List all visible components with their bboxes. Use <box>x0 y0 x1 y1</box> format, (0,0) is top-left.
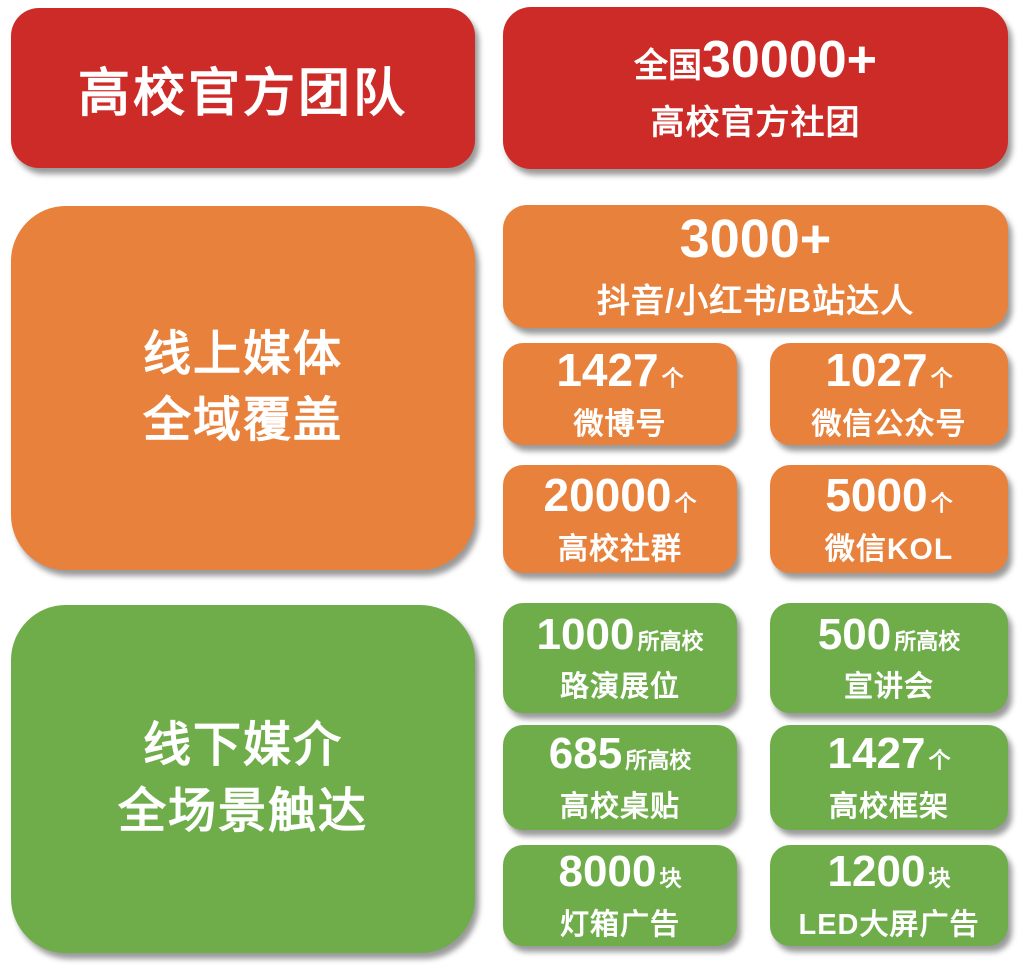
stat-label: 高校桌贴 <box>559 790 680 823</box>
stat-number: 1200 <box>827 847 926 897</box>
stat-unit: 个 <box>930 365 953 391</box>
stat-number: 1427 <box>556 343 659 396</box>
stat-number: 1000 <box>536 609 635 659</box>
stat-number-row: 20000 个 <box>544 470 697 521</box>
stat-unit: 个 <box>930 490 953 516</box>
card-national-clubs: 全国 30000+ 高校官方社团 <box>503 7 1008 169</box>
national-clubs-number-row: 全国 30000+ <box>634 32 877 89</box>
stat-number: 685 <box>548 729 623 779</box>
stat-number-row: 5000 个 <box>825 470 952 521</box>
stat-number-row: 1000 所高校 <box>536 609 704 659</box>
stat-label: 高校框架 <box>828 790 949 823</box>
card-douyin-xiaohongshu-bilibili: 3000+ 抖音/小红书/B站达人 <box>503 205 1008 328</box>
stat-label: 微信公众号 <box>811 408 967 442</box>
stat-unit: 个 <box>661 365 684 391</box>
stat-unit: 个 <box>928 748 951 774</box>
card-campus-frames: 1427 个 高校框架 <box>770 725 1008 830</box>
stat-number: 8000 <box>558 847 657 897</box>
stat-label: 微博号 <box>573 408 667 442</box>
stat-unit: 块 <box>928 866 951 892</box>
stat-number-row: 1200 块 <box>827 847 951 897</box>
stat-prefix: 全国 <box>634 47 703 86</box>
card-lightbox-ads: 8000 块 灯箱广告 <box>503 845 737 946</box>
offline-media-title: 线下媒介 全场景触达 <box>117 718 368 838</box>
card-university-communities: 20000 个 高校社群 <box>503 465 737 573</box>
stat-number-row: 8000 块 <box>558 847 682 897</box>
card-wechat-official-accounts: 1027 个 微信公众号 <box>770 343 1008 445</box>
card-online-media-title: 线上媒体 全域覆盖 <box>11 206 475 570</box>
stat-unit: 所高校 <box>625 748 692 774</box>
stat-number-row: 1027 个 <box>825 345 952 396</box>
card-wechat-kol: 5000 个 微信KOL <box>770 465 1008 573</box>
card-weibo-accounts: 1427 个 微博号 <box>503 343 737 445</box>
card-offline-media-title: 线下媒介 全场景触达 <box>11 605 475 953</box>
stat-number: 30000+ <box>702 31 877 90</box>
online-media-title: 线上媒体 全域覆盖 <box>142 327 343 447</box>
stat-label: 灯箱广告 <box>559 908 680 941</box>
stat-label: 高校社群 <box>558 533 682 567</box>
card-official-team-title: 高校官方团队 <box>11 8 475 168</box>
stat-label: 高校官方社团 <box>650 103 861 142</box>
stat-number: 500 <box>817 609 892 659</box>
card-info-sessions: 500 所高校 宣讲会 <box>770 603 1008 713</box>
card-led-screen-ads: 1200 块 LED大屏广告 <box>770 845 1008 946</box>
stat-number-row: 500 所高校 <box>817 609 961 659</box>
stat-label: 宣讲会 <box>843 671 934 704</box>
stat-unit: 所高校 <box>637 628 704 654</box>
card-roadshow-booths: 1000 所高校 路演展位 <box>503 603 737 713</box>
stat-number-row: 1427 个 <box>827 729 951 779</box>
card-desk-stickers: 685 所高校 高校桌贴 <box>503 725 737 830</box>
stat-unit: 块 <box>659 866 682 892</box>
stat-number: 1027 <box>825 343 928 396</box>
stat-number-row: 685 所高校 <box>548 729 692 779</box>
stat-label: 路演展位 <box>559 671 680 704</box>
official-team-title: 高校官方团队 <box>77 64 408 123</box>
stat-number: 1427 <box>827 729 926 779</box>
stat-number: 5000 <box>825 468 928 521</box>
stat-label: 微信KOL <box>824 533 954 567</box>
stat-number-row: 1427 个 <box>556 345 683 396</box>
stat-label: 抖音/小红书/B站达人 <box>596 281 915 319</box>
stat-unit: 所高校 <box>894 628 961 654</box>
stat-number: 20000 <box>543 468 672 521</box>
stat-label: LED大屏广告 <box>798 908 980 941</box>
stat-number: 3000+ <box>679 209 832 270</box>
stat-unit: 个 <box>674 490 697 516</box>
